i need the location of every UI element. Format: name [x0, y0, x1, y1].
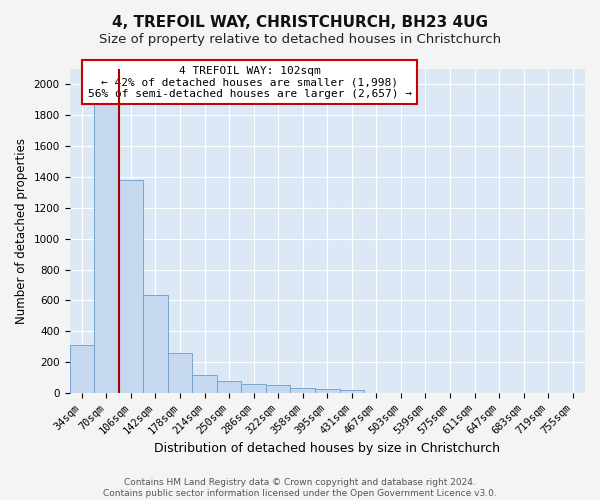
Bar — [340, 390, 364, 393]
Text: 4, TREFOIL WAY, CHRISTCHURCH, BH23 4UG: 4, TREFOIL WAY, CHRISTCHURCH, BH23 4UG — [112, 15, 488, 30]
Text: Size of property relative to detached houses in Christchurch: Size of property relative to detached ho… — [99, 32, 501, 46]
Y-axis label: Number of detached properties: Number of detached properties — [15, 138, 28, 324]
Text: 4 TREFOIL WAY: 102sqm
← 42% of detached houses are smaller (1,998)
56% of semi-d: 4 TREFOIL WAY: 102sqm ← 42% of detached … — [88, 66, 412, 99]
Bar — [94, 92, 119, 393]
Text: Contains HM Land Registry data © Crown copyright and database right 2024.
Contai: Contains HM Land Registry data © Crown c… — [103, 478, 497, 498]
X-axis label: Distribution of detached houses by size in Christchurch: Distribution of detached houses by size … — [154, 442, 500, 455]
Bar — [168, 353, 192, 393]
Bar — [192, 376, 217, 393]
Bar — [266, 386, 290, 393]
Bar — [217, 381, 241, 393]
Bar — [70, 346, 94, 393]
Bar — [315, 389, 340, 393]
Bar — [143, 295, 168, 393]
Bar — [119, 180, 143, 393]
Bar — [241, 384, 266, 393]
Bar — [290, 388, 315, 393]
